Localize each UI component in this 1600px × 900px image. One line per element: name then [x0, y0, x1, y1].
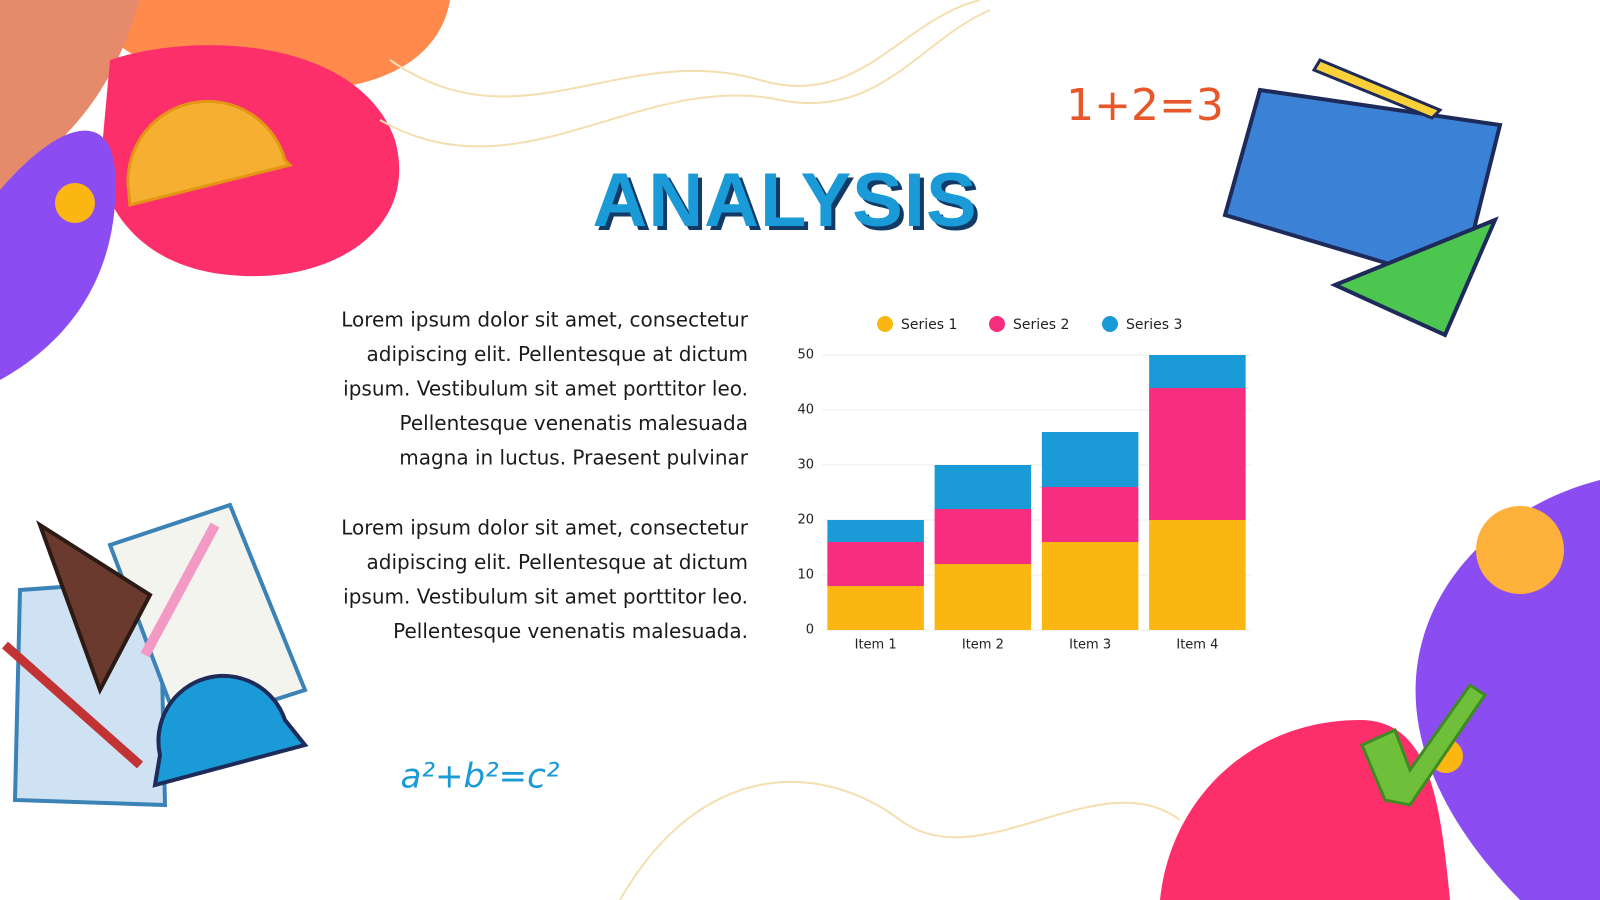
paragraph-line: adipiscing elit. Pellentesque at dictum — [367, 550, 748, 574]
dot — [1476, 506, 1564, 594]
pencil — [2, 641, 143, 769]
blob — [0, 0, 140, 190]
legend-label: Series 2 — [1013, 317, 1069, 333]
y-tick-label: 10 — [797, 568, 814, 583]
pen — [140, 522, 220, 658]
set-square — [36, 520, 153, 695]
paper — [107, 502, 308, 733]
bar-segment — [1149, 388, 1246, 520]
y-tick-label: 20 — [797, 513, 814, 528]
pencil — [1311, 58, 1443, 120]
paragraph-line: adipiscing elit. Pellentesque at dictum — [367, 342, 748, 366]
bar-segment — [827, 520, 924, 542]
formula: 1+2=3 — [1066, 80, 1224, 131]
wave — [379, 9, 991, 148]
paragraph-line: ipsum. Vestibulum sit amet porttitor leo… — [343, 377, 748, 401]
set-square — [1329, 216, 1499, 338]
paragraph-line: Pellentesque venenatis malesuada. — [393, 619, 748, 643]
bar-segment — [934, 509, 1032, 564]
bar-segment — [1149, 355, 1246, 388]
blob — [1415, 480, 1600, 900]
dot — [55, 183, 95, 223]
bar-segment — [934, 564, 1032, 630]
protractor — [152, 673, 309, 788]
y-tick-label: 40 — [797, 403, 814, 418]
x-tick-label: Item 4 — [1176, 638, 1218, 653]
paragraph-line: magna in luctus. Praesent pulvinar — [399, 446, 749, 470]
wave — [619, 780, 1181, 900]
title-shadow: ANALYSIS — [596, 162, 981, 247]
wave — [389, 0, 981, 98]
title: ANALYSIS — [592, 158, 977, 243]
check — [1360, 682, 1488, 807]
bar-segment — [934, 465, 1032, 509]
bar-segment — [827, 542, 924, 586]
y-tick-label: 50 — [797, 348, 814, 363]
chart: 0 10 20 30 40 50 Series 1 Series 2 Series 3 Item … — [797, 316, 1251, 653]
x-tick-label: Item 3 — [1069, 638, 1111, 653]
blob — [1160, 720, 1450, 900]
legend-marker — [1102, 316, 1118, 332]
bar-segment — [1041, 487, 1139, 542]
y-tick-label: 0 — [806, 623, 814, 638]
paragraph-line: Lorem ipsum dolor sit amet, consectetur — [341, 516, 749, 540]
y-tick-label: 30 — [797, 458, 814, 473]
legend-label: Series 3 — [1126, 317, 1182, 333]
x-tick-label: Item 2 — [962, 638, 1004, 653]
paragraph-line: ipsum. Vestibulum sit amet porttitor leo… — [343, 585, 748, 609]
bar-segment — [827, 586, 924, 630]
bar-segment — [1041, 542, 1139, 630]
legend-label: Series 1 — [901, 317, 957, 333]
paragraphs: Lorem ipsum dolor sit amet, consectetur a… — [341, 308, 749, 644]
formula: a²+b²=c² — [401, 757, 560, 797]
x-tick-label: Item 1 — [855, 638, 897, 653]
bar-segment — [1041, 432, 1139, 487]
bar-segment — [1149, 520, 1246, 630]
legend-marker — [989, 316, 1005, 332]
protractor — [126, 99, 293, 207]
legend-marker — [877, 316, 893, 332]
paragraph-line: Pellentesque venenatis malesuada — [400, 411, 748, 435]
paragraph-line: Lorem ipsum dolor sit amet, consectetur — [341, 308, 749, 332]
